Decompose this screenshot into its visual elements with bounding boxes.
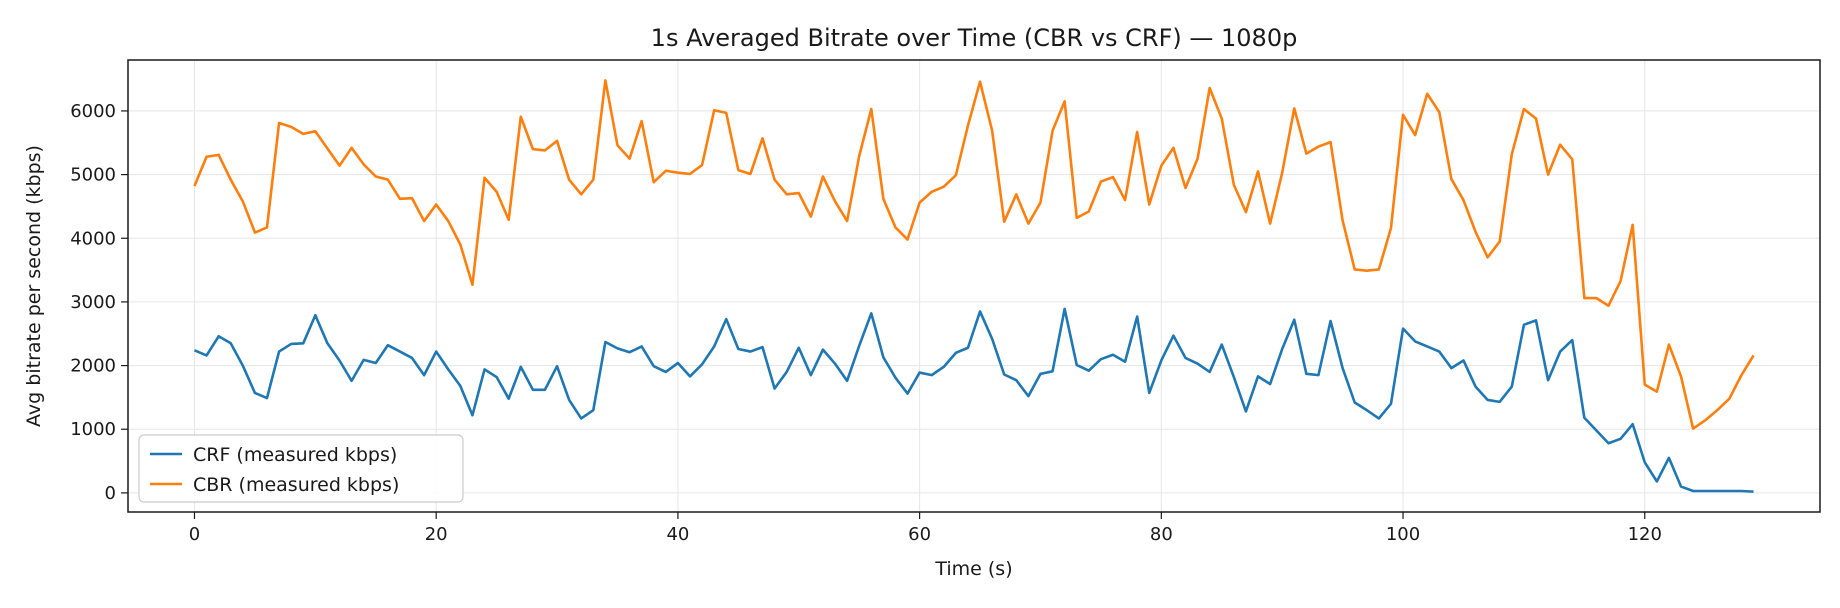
x-axis-label: Time (s) xyxy=(934,558,1012,580)
x-tick-label: 100 xyxy=(1386,524,1420,545)
x-tick-label: 40 xyxy=(666,524,689,545)
legend-label-crf: CRF (measured kbps) xyxy=(193,444,397,466)
crf-line xyxy=(193,307,1754,493)
plot-area-frame xyxy=(127,59,1821,513)
chart-title: 1s Averaged Bitrate over Time (CBR vs CR… xyxy=(651,24,1298,52)
grid xyxy=(128,60,1820,512)
y-tick-label: 5000 xyxy=(70,165,116,186)
legend-label-cbr: CBR (measured kbps) xyxy=(193,474,399,496)
y-tick-label: 2000 xyxy=(70,356,116,377)
x-tick-label: 20 xyxy=(425,524,448,545)
cbr-line xyxy=(193,79,1755,430)
x-tick-label: 80 xyxy=(1150,524,1173,545)
legend: CRF (measured kbps) CBR (measured kbps) xyxy=(138,434,464,503)
x-axis-ticks: 0 20 40 60 80 100 120 xyxy=(189,512,1662,545)
y-axis-label: Avg bitrate per second (kbps) xyxy=(23,145,45,427)
series-lines xyxy=(193,79,1755,493)
x-tick-label: 0 xyxy=(189,524,200,545)
y-tick-label: 1000 xyxy=(70,419,116,440)
y-tick-label: 0 xyxy=(105,483,116,504)
y-tick-label: 6000 xyxy=(70,101,116,122)
x-tick-label: 120 xyxy=(1628,524,1662,545)
y-axis-ticks: 0 1000 2000 3000 4000 5000 6000 xyxy=(70,101,128,504)
x-tick-label: 60 xyxy=(908,524,931,545)
y-tick-label: 4000 xyxy=(70,228,116,249)
legend-box xyxy=(138,434,464,503)
y-tick-label: 3000 xyxy=(70,292,116,313)
